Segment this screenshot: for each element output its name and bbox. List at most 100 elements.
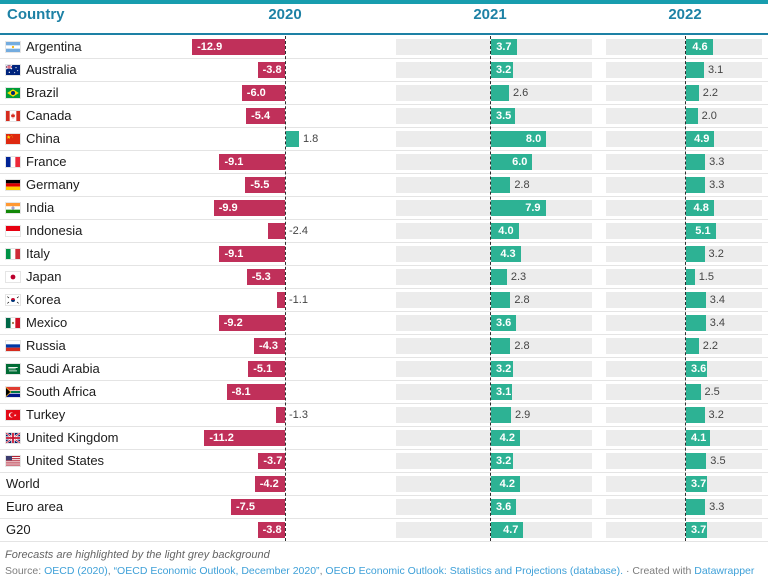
forecast-background-2022 [606, 499, 762, 515]
forecast-background-2022 [606, 269, 762, 285]
bar-value-2020: -6.0 [246, 87, 266, 99]
source-text: · Created with [623, 565, 695, 577]
bar-2021 [491, 154, 533, 170]
country-label: Turkey [26, 407, 66, 422]
bar-value-2021: 7.9 [525, 202, 541, 214]
source-line: Source: OECD (2020), “OECD Economic Outl… [5, 565, 754, 577]
country-label: Japan [26, 269, 62, 284]
forecast-background-2022 [606, 200, 762, 216]
forecast-background-2022 [606, 246, 762, 262]
bar-2022 [686, 499, 706, 515]
table-row: Korea -1.1 2.8 3.4 [0, 289, 768, 312]
forecast-background-2022 [606, 476, 762, 492]
bar-2020 [246, 269, 285, 285]
bar-value-2022: 5.1 [695, 225, 711, 237]
bar-2021 [491, 499, 516, 515]
bar-2022 [686, 108, 698, 124]
bar-2021 [491, 269, 507, 285]
bar-value-2022: 4.6 [692, 41, 708, 53]
forecast-background-2022 [606, 522, 762, 538]
bar-value-2020: 1.8 [302, 133, 319, 145]
bar-value-2021: 2.3 [510, 271, 527, 283]
bar-2021 [491, 62, 514, 78]
bar-value-2022: 3.3 [709, 156, 725, 168]
table-row: Australia -3.8 3.2 3.1 [0, 59, 768, 82]
country-label: Italy [26, 246, 50, 261]
bar-2021 [491, 407, 511, 423]
france-flag-icon [5, 156, 21, 168]
bar-2021 [491, 223, 519, 239]
source-link[interactable]: OECD Economic Outlook: Statistics and Pr… [325, 565, 624, 577]
source-text: , [107, 565, 114, 577]
south-africa-flag-icon [5, 386, 21, 398]
bar-2020 [226, 384, 285, 400]
korea-flag-icon [5, 294, 21, 306]
bar-2021 [491, 384, 513, 400]
china-flag-icon [5, 133, 21, 145]
bar-value-2021: 2.8 [514, 294, 530, 306]
bar-value-2020: -9.9 [218, 202, 238, 214]
mexico-flag-icon [5, 317, 21, 329]
bar-2020 [231, 499, 285, 515]
bar-2021 [491, 292, 511, 308]
bar-value-2021: 3.1 [496, 386, 512, 398]
country-label: G20 [6, 522, 31, 537]
bar-value-2022: 3.1 [707, 64, 724, 76]
source-link[interactable]: OECD (2020) [44, 565, 108, 577]
bar-value-2022: 3.7 [691, 524, 707, 536]
bar-2021 [491, 108, 516, 124]
bar-2022 [686, 223, 716, 239]
bar-2021 [491, 338, 511, 354]
bar-value-2020: -5.5 [250, 179, 270, 191]
bar-value-2021: 2.8 [514, 179, 530, 191]
bar-value-2020: -4.2 [259, 478, 279, 490]
bar-2020 [241, 85, 285, 101]
japan-flag-icon [5, 271, 21, 283]
bar-value-2022: 3.5 [710, 455, 726, 467]
saudi-arabia-flag-icon [5, 363, 21, 375]
bar-2020 [219, 154, 285, 170]
bar-2022 [686, 407, 705, 423]
source-link[interactable]: “OECD Economic Outlook, December 2020” [113, 565, 320, 577]
country-label: Korea [26, 292, 61, 307]
forecast-background-2022 [606, 430, 762, 446]
bar-2022 [686, 177, 706, 193]
bar-value-2022: 1.5 [698, 271, 714, 283]
bar-2022 [686, 62, 704, 78]
country-label: Australia [26, 62, 77, 77]
column-header-country: Country [7, 6, 65, 23]
bar-2020 [277, 292, 285, 308]
zero-baseline-2020 [285, 36, 286, 541]
table-row: Turkey -1.3 2.9 3.2 [0, 404, 768, 427]
bar-value-2022: 3.4 [709, 317, 726, 329]
bar-2022 [686, 453, 707, 469]
bar-value-2022: 2.5 [704, 386, 720, 398]
bar-2022 [686, 200, 714, 216]
bar-value-2022: 3.3 [709, 501, 725, 513]
bar-2020 [204, 430, 285, 446]
bar-value-2022: 3.4 [709, 294, 726, 306]
bar-value-2020: -4.3 [259, 340, 278, 352]
bar-2022 [686, 85, 699, 101]
bar-value-2021: 2.6 [512, 87, 529, 99]
bar-2022 [686, 131, 715, 147]
source-link[interactable]: Datawrapper [694, 565, 755, 577]
bar-2020 [213, 200, 285, 216]
bar-2021 [491, 315, 516, 331]
country-label: South Africa [26, 384, 97, 399]
country-label: India [26, 200, 55, 215]
table-row: Russia -4.3 2.8 2.2 [0, 335, 768, 358]
bar-value-2021: 2.8 [514, 340, 530, 352]
zero-baseline-2021 [490, 36, 491, 541]
bar-value-2020: -12.9 [197, 41, 223, 53]
country-label: Canada [26, 108, 72, 123]
bar-value-2022: 2.2 [702, 87, 719, 99]
table-row: Germany -5.5 2.8 3.3 [0, 174, 768, 197]
united-kingdom-flag-icon [5, 432, 21, 444]
table-row: Canada -5.4 3.5 2.0 [0, 105, 768, 128]
bar-value-2021: 2.9 [515, 409, 531, 421]
forecast-background-2022 [606, 177, 762, 193]
forecast-background-2022 [606, 108, 762, 124]
table-row: G20 -3.8 4.7 3.7 [0, 519, 768, 542]
bar-2020 [245, 177, 285, 193]
